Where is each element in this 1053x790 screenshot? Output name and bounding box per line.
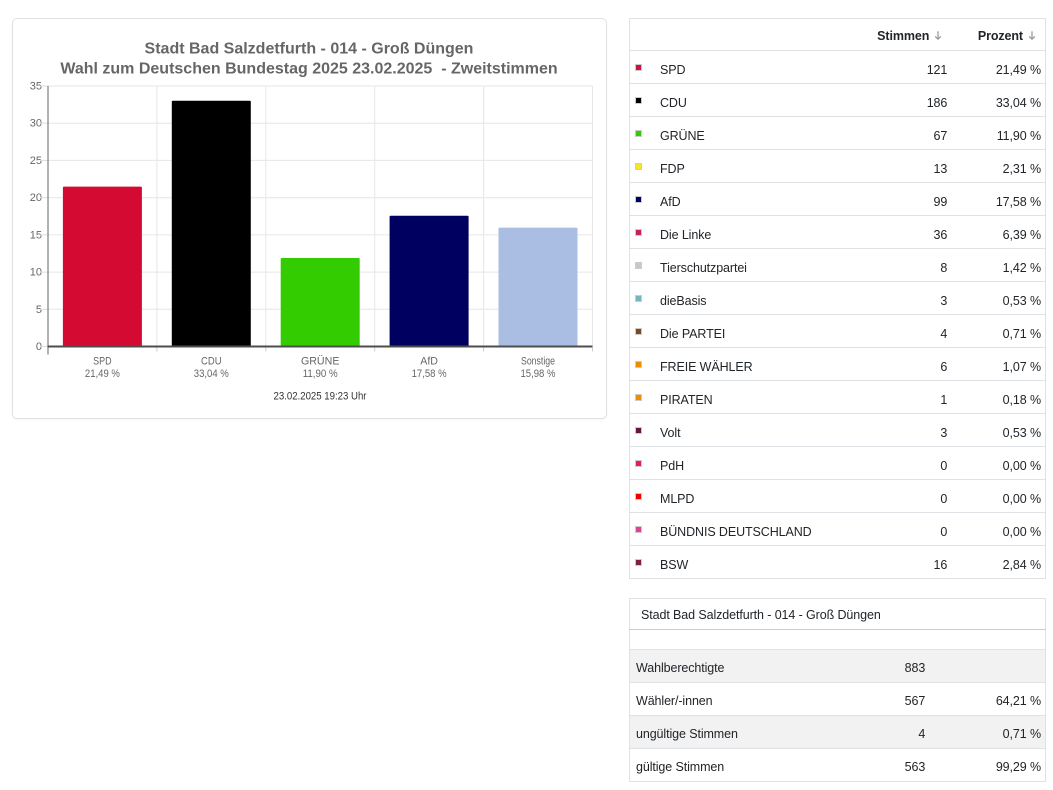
svg-text:35: 35 [30,81,42,93]
svg-text:CDU: CDU [201,356,222,368]
svg-text:20: 20 [30,192,42,204]
svg-text:Stadt Bad Salzdetfurth - 014 -: Stadt Bad Salzdetfurth - 014 - Groß Düng… [145,41,474,58]
svg-text:21,49 %: 21,49 % [85,368,120,380]
svg-text:SPD: SPD [93,356,112,368]
svg-text:25: 25 [30,155,42,167]
svg-text:15: 15 [30,229,42,241]
svg-text:15,98 %: 15,98 % [521,368,556,380]
svg-text:AfD: AfD [420,356,438,368]
svg-text:10: 10 [30,267,42,279]
svg-text:30: 30 [30,118,42,130]
svg-text:5: 5 [36,304,42,316]
svg-text:GRÜNE: GRÜNE [301,356,340,368]
svg-text:Sonstige: Sonstige [521,356,555,368]
svg-text:11,90 %: 11,90 % [303,368,338,380]
svg-text:23.02.2025 19:23 Uhr: 23.02.2025 19:23 Uhr [274,391,367,403]
svg-text:Wahl zum Deutschen Bundestag 2: Wahl zum Deutschen Bundestag 2025 23.02.… [60,61,557,78]
svg-text:33,04 %: 33,04 % [194,368,229,380]
svg-text:0: 0 [36,341,42,353]
svg-text:17,58 %: 17,58 % [412,368,447,380]
